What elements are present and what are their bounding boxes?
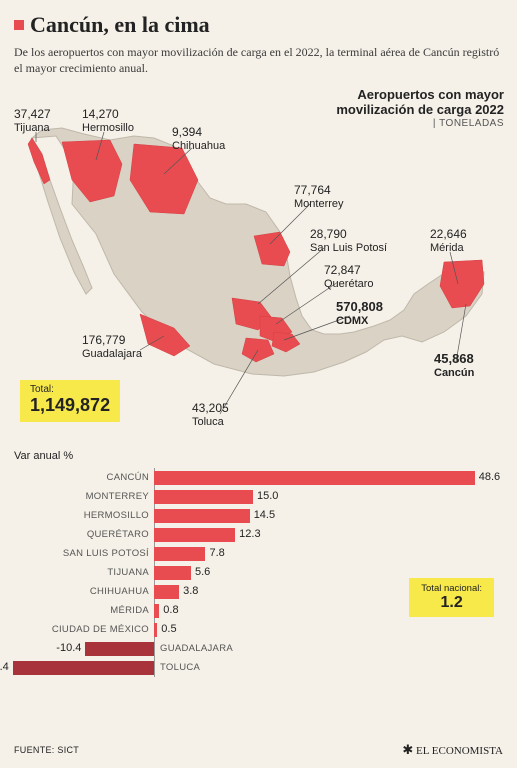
map-value: 28,790 [310,228,387,241]
bar-row: MÉRIDA 0.8 [14,601,504,620]
map-city: Monterrey [294,198,344,210]
map-area: Aeropuertos con mayor movilización de ca… [14,84,504,444]
bar-rect [154,623,157,637]
map-city: Chihuahua [172,140,225,152]
map-label-tijuana: 37,427Tijuana [14,108,51,133]
legend-title: Aeropuertos con mayor movilización de ca… [334,88,504,118]
bar-label: CHIHUAHUA [90,586,149,597]
bar-value: -21.4 [0,661,9,673]
bar-value: 14.5 [254,509,275,521]
map-city: Querétaro [324,278,374,290]
bar-label: MONTERREY [86,491,149,502]
bar-label: HERMOSILLO [84,510,149,521]
bar-row: CIUDAD DE MÉXICO 0.5 [14,620,504,639]
bar-row: TIJUANA 5.6 [14,563,504,582]
bar-value: 15.0 [257,490,278,502]
bar-value: 0.5 [161,623,176,635]
bar-value: 12.3 [239,528,260,540]
map-city: CDMX [336,315,368,327]
map-value: 37,427 [14,108,51,121]
bar-rect [154,509,250,523]
bar-value: 3.8 [183,585,198,597]
map-legend: Aeropuertos con mayor movilización de ca… [334,88,504,129]
bar-row: CHIHUAHUA 3.8 [14,582,504,601]
bar-chart: Total nacional: 1.2 CANCÚN48.6MONTERREY1… [14,468,504,677]
bar-value: 0.8 [163,604,178,616]
title-bullet [14,20,24,30]
map-label-cancún: 45,868Cancún [434,352,474,378]
map-label-mérida: 22,646Mérida [430,228,467,253]
footer: FUENTE: SICT ✱ EL ECONOMISTA [14,742,503,758]
map-value: 43,205 [192,402,229,415]
bar-value: 48.6 [479,471,500,483]
map-label-toluca: 43,205Toluca [192,402,229,427]
map-city: Mérida [430,242,464,254]
map-label-san-luis-potosí: 28,790San Luis Potosí [310,228,387,253]
map-value: 176,779 [82,334,142,347]
map-value: 77,764 [294,184,344,197]
total-box: Total: 1,149,872 [20,380,120,422]
bar-row: QUERÉTARO 12.3 [14,525,504,544]
bar-rect [154,604,159,618]
bar-label: QUERÉTARO [87,529,149,540]
chart-title: Var anual % [14,450,503,462]
title-row: Cancún, en la cima [14,12,503,38]
map-city: Tijuana [14,122,50,134]
map-city: Toluca [192,416,224,428]
bar-label: CIUDAD DE MÉXICO [52,624,149,635]
map-label-guadalajara: 176,779Guadalajara [82,334,142,359]
brand-text: ✱ EL ECONOMISTA [402,742,503,758]
map-city: San Luis Potosí [310,242,387,254]
source-text: FUENTE: SICT [14,745,79,755]
bar-rect [154,528,235,542]
map-label-monterrey: 77,764Monterrey [294,184,344,209]
bar-value: 7.8 [209,547,224,559]
bar-rect [154,547,205,561]
bar-row: MONTERREY 15.0 [14,487,504,506]
page-title: Cancún, en la cima [30,12,210,38]
bar-row: GUADALAJARA -10.4 [14,639,504,658]
map-city: Hermosillo [82,122,134,134]
bar-row: SAN LUIS POTOSÍ 7.8 [14,544,504,563]
bar-row: CANCÚN 48.6 [14,468,504,487]
map-value: 14,270 [82,108,134,121]
page-subtitle: De los aeropuertos con mayor movilizació… [14,44,503,76]
bar-row: HERMOSILLO 14.5 [14,506,504,525]
bar-rect [154,585,179,599]
map-value: 570,808 [336,300,383,314]
legend-unit: | TONELADAS [334,118,504,129]
bar-value: 5.6 [195,566,210,578]
map-city: Guadalajara [82,348,142,360]
map-value: 22,646 [430,228,467,241]
bar-label: SAN LUIS POTOSÍ [63,548,149,559]
bar-rect [154,566,191,580]
chart-section: Var anual % Total nacional: 1.2 CANCÚN48… [14,450,503,677]
bar-rect [85,642,154,656]
total-label: Total: [30,384,110,395]
map-label-cdmx: 570,808CDMX [336,300,383,326]
bar-rect [154,490,253,504]
map-label-chihuahua: 9,394Chihuahua [172,126,225,151]
map-label-hermosillo: 14,270Hermosillo [82,108,134,133]
bar-row: TOLUCA-21.4 [14,658,504,677]
bar-label: GUADALAJARA [160,643,233,654]
bar-label: TIJUANA [107,567,149,578]
bar-rect [154,471,475,485]
map-city: Cancún [434,367,474,379]
map-label-querétaro: 72,847Querétaro [324,264,374,289]
bar-rect [13,661,154,675]
total-value: 1,149,872 [30,395,110,416]
map-value: 45,868 [434,352,474,366]
map-value: 72,847 [324,264,374,277]
bar-label: MÉRIDA [110,605,149,616]
bar-label: CANCÚN [107,472,149,483]
bar-value: -10.4 [56,642,81,654]
map-value: 9,394 [172,126,225,139]
bar-label: TOLUCA [160,662,200,673]
